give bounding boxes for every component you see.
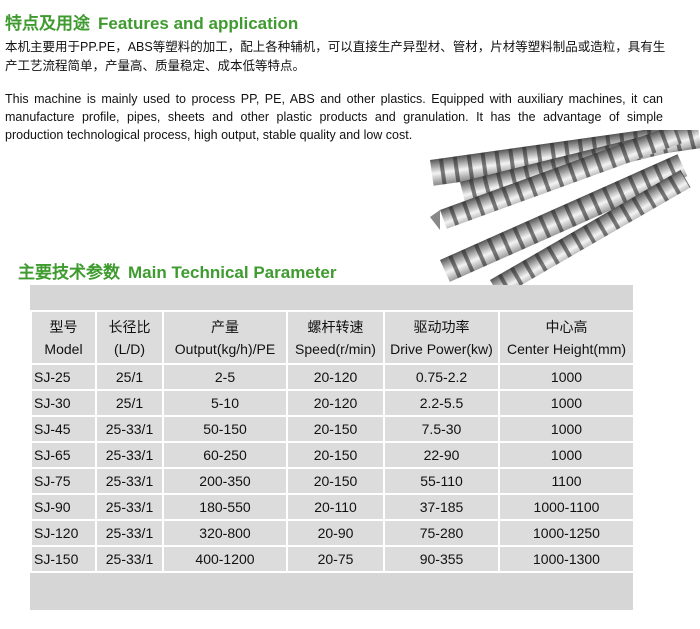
table-cell: 1000-1250: [498, 519, 635, 547]
table-row: SJ-45 25-33/1 50-150 20-150 7.5-30 1000: [30, 415, 635, 443]
table-cell: 1000: [498, 389, 635, 417]
table-cell: 20-75: [286, 545, 385, 573]
table-cell: 25-33/1: [95, 441, 164, 469]
table-cell: 1000-1300: [498, 545, 635, 573]
table-cell: 50-150: [162, 415, 288, 443]
header-cell: 驱动功率 Drive Power(kw): [383, 310, 500, 365]
table-cell: SJ-30: [30, 389, 97, 417]
table-cell: 25-33/1: [95, 519, 164, 547]
table-cell: 20-110: [286, 493, 385, 521]
header-text: 螺杆转速: [307, 318, 364, 335]
table-cell: 400-1200: [162, 545, 288, 573]
table-cell: 20-120: [286, 389, 385, 417]
table-row: SJ-150 25-33/1 400-1200 20-75 90-355 1000-130…: [30, 545, 635, 573]
table-cell: SJ-150: [30, 545, 97, 573]
table-cell: 25/1: [95, 363, 164, 391]
table-cell: 0.75-2.2: [383, 363, 500, 391]
header-text: 型号: [49, 318, 78, 335]
table-cell: 75-280: [383, 519, 500, 547]
table-cell: 1000-1100: [498, 493, 635, 521]
header-cell: 螺杆转速 Speed(r/min): [286, 310, 385, 365]
table-cell: SJ-45: [30, 415, 97, 443]
table-cell: 200-350: [162, 467, 288, 495]
header-cell: 产量 Output(kg/h)/PE: [162, 310, 288, 365]
table-cell: 2-5: [162, 363, 288, 391]
table-cell: 1100: [498, 467, 635, 495]
table-cell: 1000: [498, 415, 635, 443]
heading-en: Features and application: [98, 14, 299, 33]
header-cell: 长径比 (L/D): [95, 310, 164, 365]
table-cell: 180-550: [162, 493, 288, 521]
header-text: 产量: [211, 318, 239, 335]
header-text: Drive Power(kw): [390, 340, 493, 357]
parameter-table: 型号 Model 长径比 (L/D) 产量 Output(kg/h)/PE 螺杆转速 Spee…: [30, 310, 635, 573]
table-cell: 25-33/1: [95, 415, 164, 443]
table-cell: SJ-25: [30, 363, 97, 391]
table-cell: 22-90: [383, 441, 500, 469]
table-cell: 20-150: [286, 467, 385, 495]
header-text: Output(kg/h)/PE: [174, 340, 276, 357]
header-cell: 中心高 Center Height(mm): [498, 310, 635, 365]
table-row: SJ-75 25-33/1 200-350 20-150 55-110 1100: [30, 467, 635, 495]
intro-cn: 本机主要用于PP.PE，ABS等塑料的加工，配上各种辅机，可以直接生产异型材、管…: [5, 40, 666, 73]
header-row: 型号 Model 长径比 (L/D) 产量 Output(kg/h)/PE 螺杆转速 Spee…: [30, 310, 635, 365]
heading-cn: 特点及用途: [5, 14, 90, 33]
table-cell: SJ-90: [30, 493, 97, 521]
heading-en: Main Technical Parameter: [128, 263, 337, 282]
features-heading: 特点及用途 Features and application: [5, 9, 306, 34]
table-cell: 37-185: [383, 493, 500, 521]
table-row: SJ-120 25-33/1 320-800 20-90 75-280 1000-1250: [30, 519, 635, 547]
table-cell: 7.5-30: [383, 415, 500, 443]
table-cell: 320-800: [162, 519, 288, 547]
header-text: (L/D): [113, 340, 146, 357]
table-cell: 90-355: [383, 545, 500, 573]
table-cell: SJ-65: [30, 441, 97, 469]
table-cell: 1000: [498, 441, 635, 469]
header-text: 驱动功率: [413, 318, 470, 335]
table-row: SJ-90 25-33/1 180-550 20-110 37-185 1000-1100: [30, 493, 635, 521]
header-text: 长径比: [108, 318, 151, 335]
table-row: SJ-25 25/1 2-5 20-120 0.75-2.2 1000: [30, 363, 635, 391]
header-text: Center Height(mm): [506, 340, 627, 357]
table-cell: 1000: [498, 363, 635, 391]
table-cell: 55-110: [383, 467, 500, 495]
params-heading: 主要技术参数 Main Technical Parameter: [18, 258, 345, 283]
table-cell: 20-120: [286, 363, 385, 391]
table-cell: 20-150: [286, 415, 385, 443]
table-cell: 20-150: [286, 441, 385, 469]
table-cell: 25-33/1: [95, 467, 164, 495]
table-cell: 25-33/1: [95, 493, 164, 521]
table-cell: SJ-120: [30, 519, 97, 547]
table-row: SJ-65 25-33/1 60-250 20-150 22-90 1000: [30, 441, 635, 469]
table-cell: 20-90: [286, 519, 385, 547]
table-cell: 2.2-5.5: [383, 389, 500, 417]
header-cell: 型号 Model: [30, 310, 97, 365]
heading-cn: 主要技术参数: [18, 263, 120, 282]
header-text: Speed(r/min): [295, 340, 376, 357]
table-cell: 5-10: [162, 389, 288, 417]
table-cell: SJ-75: [30, 467, 97, 495]
table-row: SJ-30 25/1 5-10 20-120 2.2-5.5 1000: [30, 389, 635, 417]
header-text: 中心高: [545, 318, 588, 335]
table-cell: 60-250: [162, 441, 288, 469]
table-cell: 25/1: [95, 389, 164, 417]
header-text: Model: [44, 340, 83, 357]
table-cell: 25-33/1: [95, 545, 164, 573]
intro-en: This machine is mainly used to process P…: [5, 92, 663, 142]
